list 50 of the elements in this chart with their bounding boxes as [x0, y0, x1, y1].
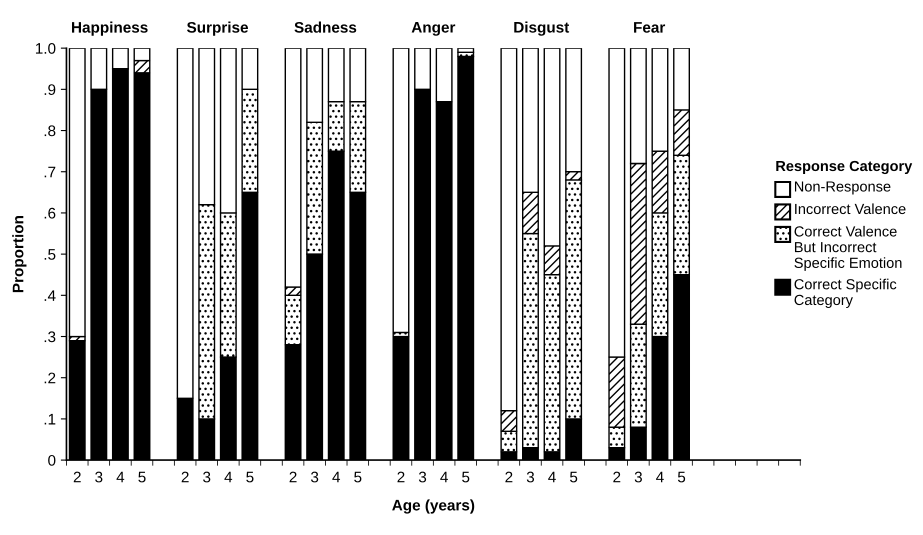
- x-tick-label: 3: [95, 472, 102, 482]
- x-tick-label: 3: [310, 472, 318, 482]
- x-tick-label: 2: [613, 472, 620, 482]
- legend-label: Correct Specific Category: [794, 278, 896, 308]
- x-tick-label: 2: [397, 472, 404, 482]
- x-axis-title: Age (years): [392, 499, 474, 514]
- x-tick-label: 4: [656, 472, 664, 482]
- text: Sadness: [294, 22, 356, 33]
- x-tick-label: 3: [634, 472, 642, 482]
- x-tick-label: 2: [74, 472, 81, 482]
- y-tick-label: .1: [44, 414, 56, 424]
- x-tick-label: 4: [332, 472, 340, 482]
- x-tick-label: 5: [462, 472, 470, 482]
- y-tick-label: .4: [44, 290, 56, 301]
- y-tick-label: .5: [44, 249, 56, 260]
- x-tick-label: 3: [418, 472, 426, 482]
- text: Anger: [412, 22, 456, 36]
- text: Happiness: [72, 22, 148, 36]
- x-tick-label: 4: [548, 472, 556, 482]
- y-tick-label: .2: [44, 372, 56, 384]
- x-tick-label: 2: [290, 472, 297, 482]
- legend-label: Non-Response: [794, 181, 890, 195]
- legend-label: Correct Valence But Incorrect Specific Emotion: [794, 226, 902, 271]
- y-tick-label: .8: [44, 125, 56, 136]
- x-tick-label: 4: [440, 472, 448, 482]
- text: Fear: [634, 22, 666, 33]
- bar: [392, 48, 410, 334]
- x-tick-label: 5: [246, 472, 254, 482]
- x-tick-label: 3: [526, 472, 534, 482]
- x-tick-label: 5: [354, 472, 362, 482]
- x-tick-label: 3: [203, 472, 210, 482]
- x-tick-label: 2: [182, 472, 189, 482]
- y-tick-label: 0: [48, 454, 56, 466]
- y-tick-label: 1.0: [36, 43, 56, 54]
- x-tick-label: 4: [116, 472, 124, 482]
- x-tick-label: 5: [678, 472, 686, 482]
- y-tick-label: .6: [44, 208, 56, 219]
- legend-title: Response Category: [776, 160, 912, 174]
- x-tick-label: 2: [505, 472, 512, 482]
- y-tick-label: .9: [44, 84, 56, 96]
- x-tick-label: 5: [138, 472, 146, 482]
- y-tick-label: .3: [44, 331, 56, 342]
- legend-label: Incorrect Valence: [795, 203, 906, 214]
- text: Surprise: [186, 22, 248, 36]
- x-tick-label: 5: [570, 472, 578, 482]
- x-tick-label: 4: [224, 472, 232, 482]
- y-tick-label: .7: [44, 166, 56, 178]
- bar: [457, 48, 474, 53]
- text: Disgust: [514, 21, 570, 36]
- y-axis-title: Proportion: [12, 216, 26, 292]
